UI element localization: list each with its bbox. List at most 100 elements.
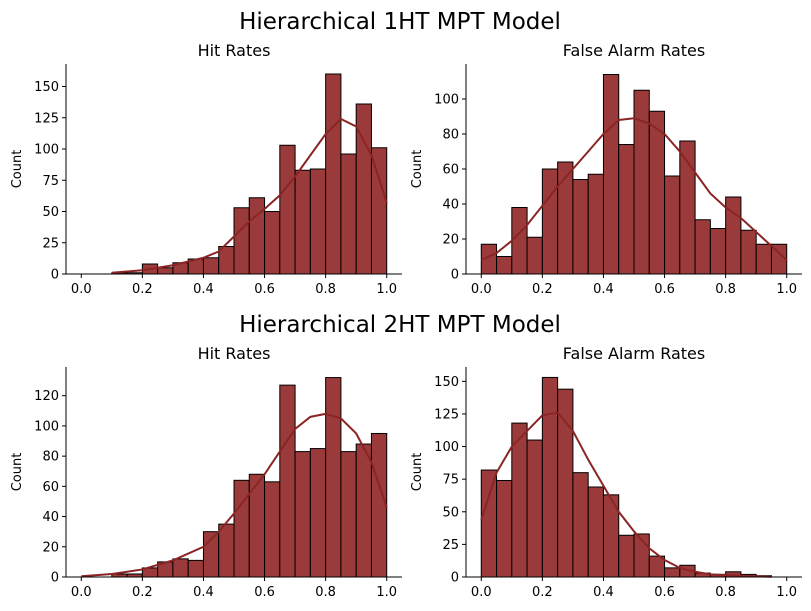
panel-0: Hit Rates Count 0.0 0.2 0.4 0.6 0.8 1.0 0 25 50 75 1… [10, 41, 402, 297]
y-tick-label: 100 [434, 93, 459, 108]
histogram-bar [202, 257, 220, 275]
x-tick-label: 0.8 [315, 282, 336, 297]
panel-2: Hit Rates Count 0.0 0.2 0.4 0.6 0.8 1.0 0 20 40 60 8… [10, 344, 402, 600]
histogram-bar [355, 443, 372, 578]
histogram-bar [309, 168, 327, 275]
histogram-bar [340, 153, 357, 275]
y-tick-label: 0 [51, 571, 59, 586]
histogram-bar [187, 559, 204, 578]
histogram-bar [541, 168, 559, 275]
histogram-bar [233, 479, 250, 578]
y-tick-label: 60 [442, 163, 459, 178]
x-tick-label: 1.0 [376, 585, 397, 600]
kde-line [480, 411, 772, 578]
y-tick-label: 150 [34, 80, 59, 95]
histogram-bar [664, 175, 681, 275]
histogram-bar [572, 472, 589, 578]
histogram-bar [694, 219, 711, 275]
y-tick-label: 150 [434, 375, 459, 390]
x-tick-label: 1.0 [376, 282, 397, 297]
x-tick-label: 1.0 [776, 585, 797, 600]
y-axis-label: Count [10, 150, 25, 189]
histogram-bar [264, 481, 281, 578]
histogram-bar [370, 432, 388, 578]
x-tick-label: 0.4 [193, 282, 214, 297]
histogram-bar [648, 110, 666, 275]
histogram-bar [755, 243, 772, 275]
histogram-bar [325, 377, 342, 578]
histogram-bar [218, 523, 235, 578]
y-tick-label: 50 [42, 205, 59, 220]
histogram-bar [618, 534, 635, 578]
histogram-bar [157, 267, 174, 275]
y-tick-label: 125 [34, 111, 59, 126]
histogram-bar [587, 173, 604, 275]
y-axis-label: Count [410, 453, 425, 492]
histogram-bar [172, 558, 189, 578]
x-tick-label: 0.0 [471, 585, 492, 600]
panel-title: Hit Rates [198, 344, 271, 363]
histogram-bar [294, 451, 311, 578]
x-tick-label: 0.4 [593, 585, 614, 600]
x-tick-label: 0.6 [654, 282, 675, 297]
y-tick-label: 120 [34, 389, 59, 404]
x-tick-label: 0.4 [193, 585, 214, 600]
y-tick-label: 0 [51, 268, 59, 283]
histogram-bar [496, 256, 513, 275]
histogram-bar [572, 179, 589, 275]
y-tick-label: 40 [42, 510, 59, 525]
y-tick-label: 75 [42, 174, 59, 189]
panel-title: False Alarm Rates [563, 41, 705, 60]
panel-title: Hit Rates [198, 41, 271, 60]
histogram-bar [526, 236, 543, 275]
y-tick-label: 75 [442, 473, 459, 488]
kde-line [81, 412, 388, 578]
histogram-bar [740, 229, 757, 275]
x-tick-label: 0.2 [132, 282, 153, 297]
x-tick-label: 0.8 [715, 585, 736, 600]
histogram-bar [526, 439, 543, 578]
x-tick-label: 0.0 [71, 585, 92, 600]
x-tick-label: 0.4 [593, 282, 614, 297]
x-tick-label: 0.0 [471, 282, 492, 297]
x-tick-label: 0.2 [532, 585, 553, 600]
x-tick-label: 0.2 [132, 585, 153, 600]
y-tick-label: 60 [42, 480, 59, 495]
histogram-bar [511, 207, 528, 275]
x-tick-label: 0.6 [254, 282, 275, 297]
histogram-bar [279, 384, 296, 578]
histogram-bar [370, 147, 388, 275]
y-tick-label: 40 [442, 198, 459, 213]
x-tick-label: 0.6 [254, 585, 275, 600]
histogram-bar [480, 469, 498, 578]
y-tick-label: 80 [442, 128, 459, 143]
suptitle-bottom: Hierarchical 2HT MPT Model [239, 312, 561, 338]
y-tick-label: 100 [34, 419, 59, 434]
y-axis-label: Count [10, 453, 25, 492]
histogram-bar [633, 89, 650, 275]
histogram-bar [511, 422, 528, 578]
histogram-bar [279, 144, 296, 275]
histogram-bar [664, 567, 681, 578]
x-tick-label: 0.8 [315, 585, 336, 600]
histogram-bar [264, 211, 281, 275]
y-tick-label: 50 [442, 505, 459, 520]
y-tick-label: 20 [42, 540, 59, 555]
histogram-bar [248, 197, 266, 275]
x-tick-label: 0.6 [654, 585, 675, 600]
x-tick-label: 0.8 [715, 282, 736, 297]
x-tick-label: 0.0 [71, 282, 92, 297]
x-tick-label: 1.0 [776, 282, 797, 297]
panel-title: False Alarm Rates [563, 344, 705, 363]
histogram-bar [340, 451, 357, 578]
histogram-bar [587, 486, 604, 578]
kde-line [111, 117, 388, 274]
suptitle-top: Hierarchical 1HT MPT Model [239, 9, 561, 35]
y-tick-label: 100 [34, 143, 59, 158]
histogram-bar [309, 448, 327, 578]
histogram-bar [602, 74, 620, 275]
histogram-bar [325, 73, 342, 275]
histogram-bar [496, 479, 513, 578]
y-axis-label: Count [410, 150, 425, 189]
